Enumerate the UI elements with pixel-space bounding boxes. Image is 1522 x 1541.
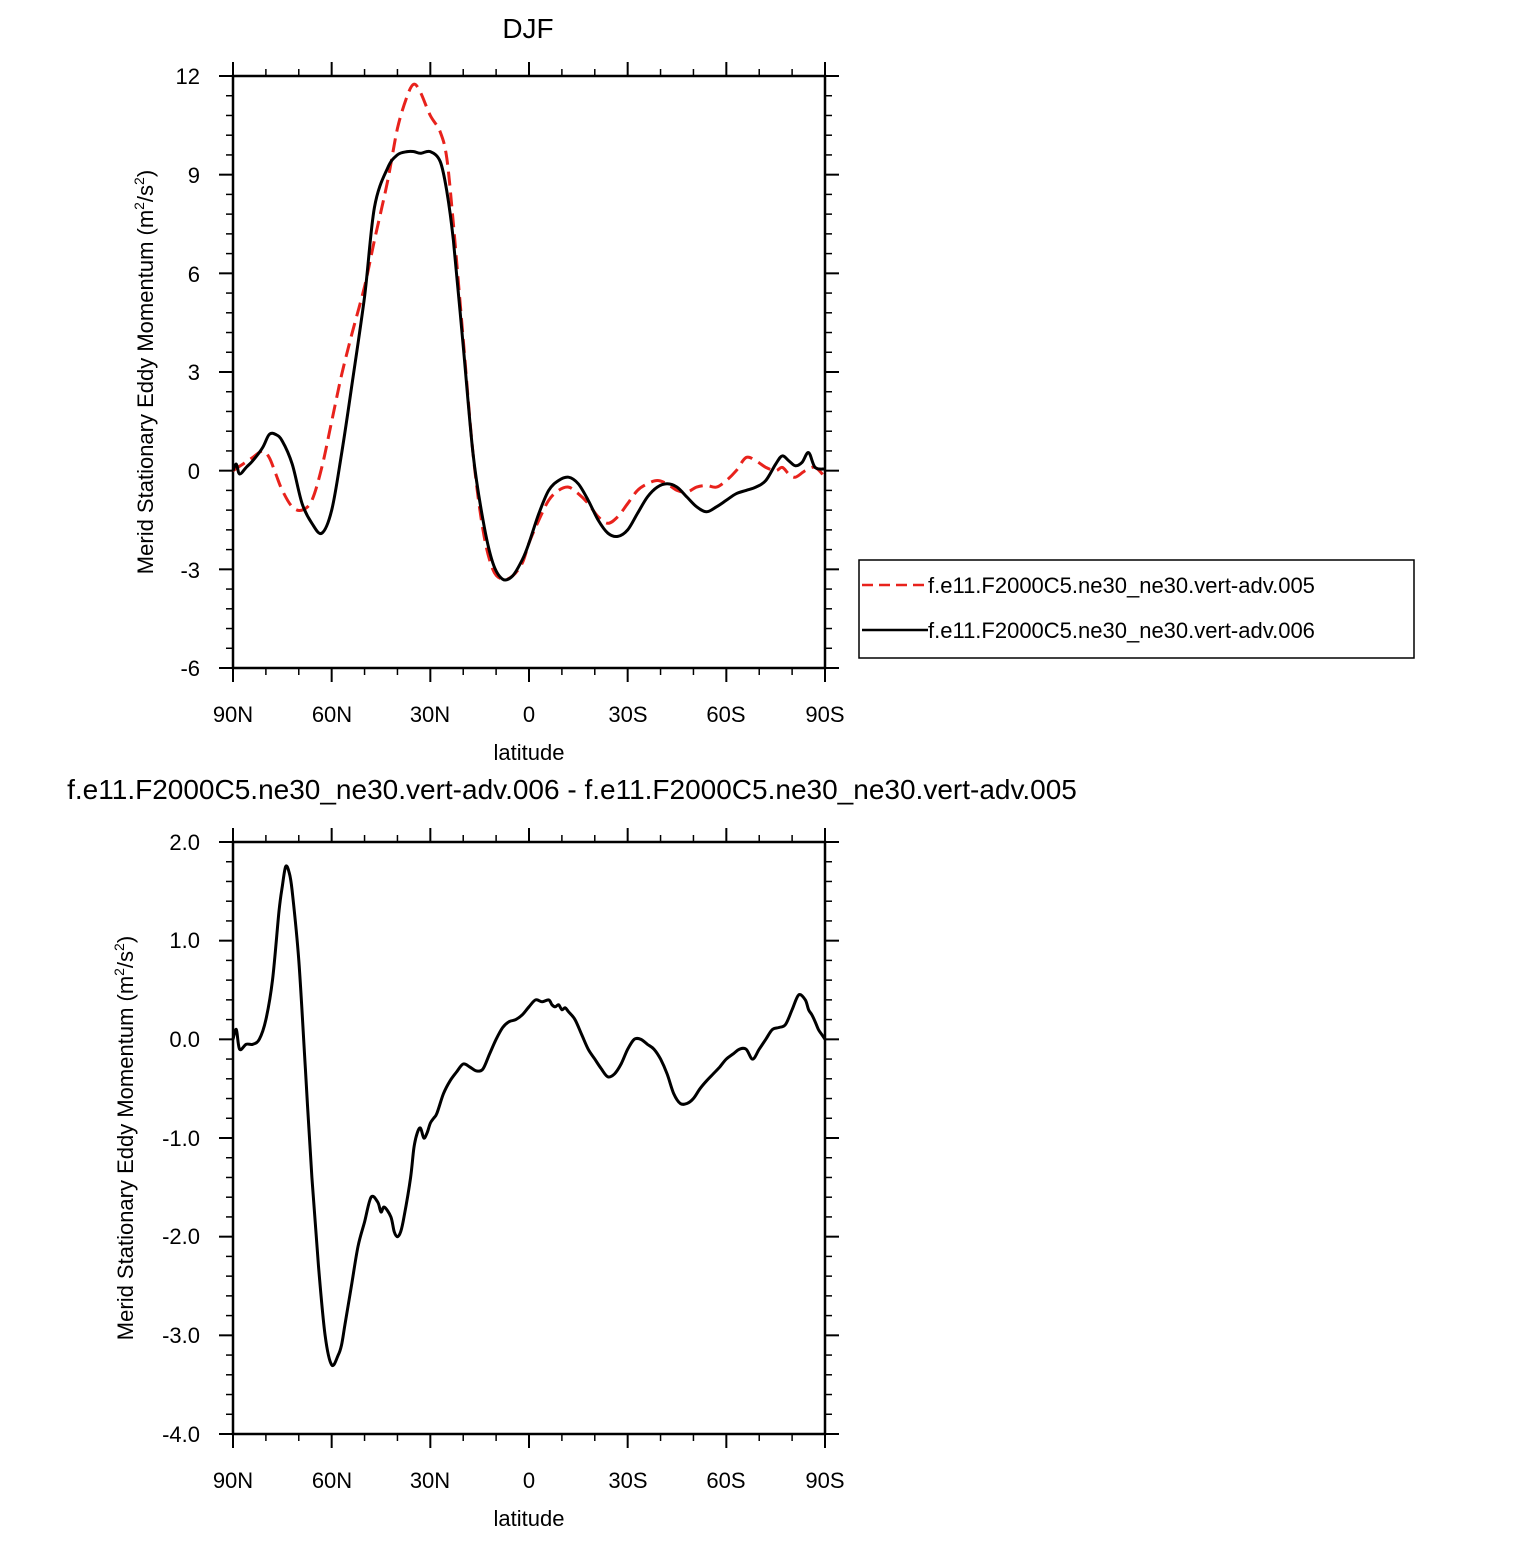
top-y-axis-title: Merid Stationary Eddy Momentum (m2/s2) [131,170,158,574]
bottom-ytick-label: 0.0 [169,1027,200,1052]
top-y-tick-labels: 12 9 6 3 0 -3 -6 [176,64,200,681]
bottom-ytick-label: 2.0 [169,830,200,855]
legend-box [858,559,1415,659]
bottom-series-line-1 [231,864,827,1368]
top-xtick-label: 60S [706,702,745,727]
bottom-y-axis-title: Merid Stationary Eddy Momentum (m2/s2) [111,936,138,1340]
top-xtick-label: 90N [213,702,253,727]
top-axis-ticks [219,62,839,682]
bottom-xtick-label: 30N [410,1468,450,1493]
top-xtick-label: 0 [523,702,535,727]
legend-label-005: f.e11.F2000C5.ne30_ne30.vert-adv.005 [928,573,1315,598]
bottom-ytick-label: -3.0 [162,1323,200,1348]
bottom-series-group [231,864,827,1368]
bottom-ytick-label: -1.0 [162,1126,200,1151]
top-plot-title: DJF [502,13,553,44]
top-plot-frame [231,74,827,670]
bottom-x-axis-title: latitude [494,1506,565,1531]
bottom-xtick-label: 90N [213,1468,253,1493]
bottom-xtick-label: 60S [706,1468,745,1493]
top-series-line-2 [231,149,826,582]
top-ytick-label: -3 [180,558,200,583]
bottom-y-tick-labels: 2.0 1.0 0.0 -1.0 -2.0 -3.0 -4.0 [162,830,200,1447]
bottom-xtick-label: 90S [805,1468,844,1493]
top-ytick-label: -6 [180,656,200,681]
top-series-line-1 [232,82,827,582]
bottom-ytick-label: 1.0 [169,928,200,953]
bottom-xtick-label: 30S [608,1468,647,1493]
top-xtick-label: 90S [805,702,844,727]
top-x-tick-labels: 90N 60N 30N 0 30S 60S 90S [213,702,845,727]
top-xtick-label: 60N [312,702,352,727]
bottom-xtick-label: 0 [523,1468,535,1493]
bottom-ytick-label: -2.0 [162,1224,200,1249]
top-ytick-label: 6 [188,262,200,287]
bottom-x-tick-labels: 90N 60N 30N 0 30S 60S 90S [213,1468,845,1493]
top-ytick-label: 12 [176,64,200,89]
bottom-plot-title: f.e11.F2000C5.ne30_ne30.vert-adv.006 - f… [67,774,1077,805]
bottom-plot-frame [231,840,827,1436]
bottom-panel: f.e11.F2000C5.ne30_ne30.vert-adv.006 - f… [67,774,1077,1531]
top-series-group [231,82,827,582]
top-ytick-label: 9 [188,163,200,188]
top-ytick-label: 0 [188,459,200,484]
top-legend: f.e11.F2000C5.ne30_ne30.vert-adv.005 f.e… [858,559,1415,659]
top-x-axis-title: latitude [494,740,565,765]
top-xtick-label: 30S [608,702,647,727]
top-panel: DJF 12 9 6 3 0 -3 -6 90N 60N 30N 0 30S 6… [131,13,1415,765]
top-xtick-label: 30N [410,702,450,727]
bottom-axis-ticks [219,828,839,1448]
bottom-ytick-label: -4.0 [162,1422,200,1447]
legend-label-006: f.e11.F2000C5.ne30_ne30.vert-adv.006 [928,618,1315,643]
top-ytick-label: 3 [188,360,200,385]
bottom-xtick-label: 60N [312,1468,352,1493]
